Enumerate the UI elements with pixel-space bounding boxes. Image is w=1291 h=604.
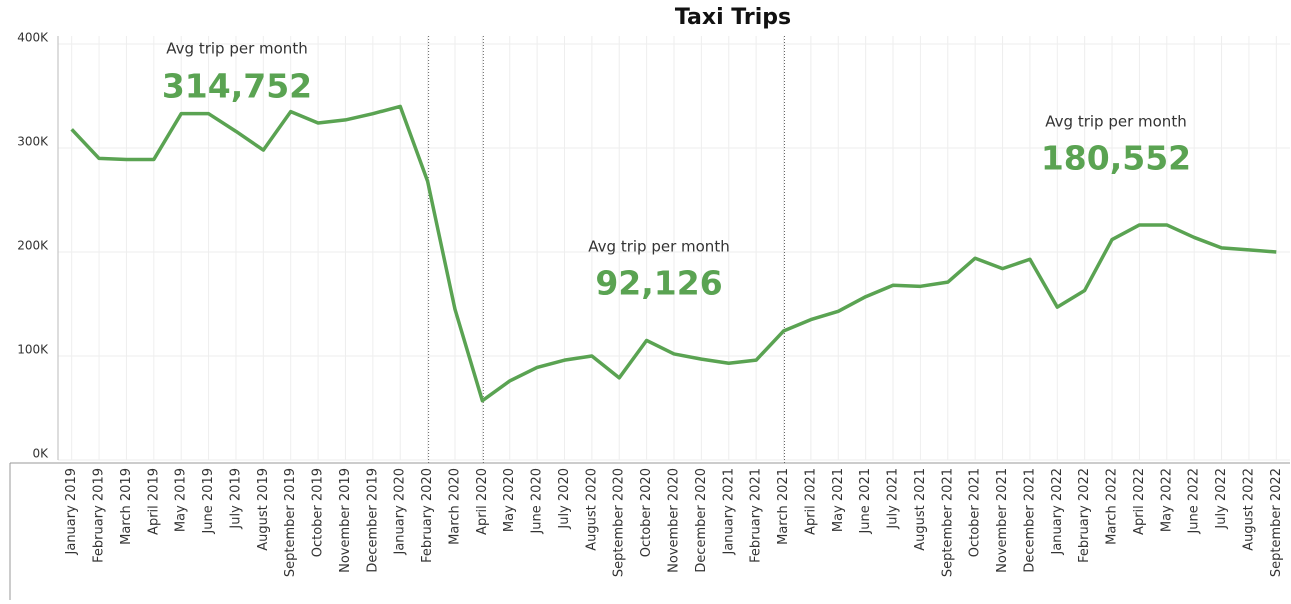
x-tick-label: May 2022 — [1159, 468, 1174, 532]
x-tick-label: June 2021 — [858, 468, 873, 535]
x-tick-label: October 2019 — [311, 468, 326, 557]
x-tick-label: March 2021 — [776, 468, 791, 545]
x-tick-label: January 2021 — [721, 468, 736, 556]
x-tick-label: April 2022 — [1132, 468, 1147, 535]
chart-title: Taxi Trips — [675, 5, 791, 30]
x-tick-label: February 2019 — [92, 468, 107, 563]
x-tick-label: June 2019 — [201, 468, 216, 535]
x-tick-label: April 2020 — [475, 468, 490, 535]
x-tick-label: April 2019 — [146, 468, 161, 535]
x-tick-label: June 2022 — [1187, 468, 1202, 535]
x-tick-label: May 2020 — [502, 468, 517, 532]
annotation-value: 92,126 — [595, 264, 722, 303]
annotation-caption: Avg trip per month — [166, 40, 307, 58]
y-tick-label: 0K — [32, 447, 49, 461]
x-tick-label: July 2021 — [886, 468, 901, 530]
x-tick-label: July 2020 — [557, 468, 572, 530]
x-tick-label: October 2020 — [639, 468, 654, 557]
annotation-value: 180,552 — [1041, 139, 1191, 178]
x-tick-label: July 2019 — [228, 468, 243, 530]
x-tick-label: April 2021 — [803, 468, 818, 535]
y-tick-label: 300K — [17, 135, 49, 149]
x-tick-label: August 2020 — [584, 468, 599, 551]
x-tick-label: February 2021 — [749, 468, 764, 563]
x-tick-label: August 2019 — [256, 468, 271, 551]
x-tick-label: January 2020 — [393, 468, 408, 556]
x-tick-label: December 2021 — [1022, 468, 1037, 573]
x-tick-label: November 2019 — [338, 468, 353, 573]
annotation-value: 314,752 — [162, 67, 312, 106]
x-tick-label: September 2021 — [940, 468, 955, 577]
x-tick-label: September 2019 — [283, 468, 298, 577]
x-tick-label: March 2019 — [119, 468, 134, 545]
x-tick-label: June 2020 — [530, 468, 545, 535]
x-tick-label: February 2022 — [1077, 468, 1092, 563]
x-tick-label: August 2021 — [913, 468, 928, 551]
x-tick-label: January 2022 — [1050, 468, 1065, 556]
x-tick-label: May 2021 — [831, 468, 846, 532]
annotation-caption: Avg trip per month — [1045, 113, 1186, 131]
y-tick-label: 100K — [17, 343, 49, 357]
x-tick-label: December 2020 — [694, 468, 709, 573]
x-tick-label: July 2022 — [1214, 468, 1229, 530]
x-tick-label: November 2021 — [995, 468, 1010, 573]
annotation-caption: Avg trip per month — [588, 238, 729, 256]
x-tick-label: March 2020 — [447, 468, 462, 545]
x-tick-label: February 2020 — [420, 468, 435, 563]
x-tick-label: October 2021 — [968, 468, 983, 557]
x-tick-label: August 2022 — [1241, 468, 1256, 551]
x-tick-label: September 2022 — [1269, 468, 1284, 577]
data-line — [70, 104, 1277, 403]
y-tick-label: 200K — [17, 239, 49, 253]
x-tick-label: May 2019 — [174, 468, 189, 532]
x-tick-label: November 2020 — [667, 468, 682, 573]
x-tick-label: September 2020 — [612, 468, 627, 577]
x-tick-label: March 2022 — [1105, 468, 1120, 545]
y-tick-label: 400K — [17, 31, 49, 45]
x-tick-label: January 2019 — [64, 468, 79, 556]
x-tick-label: December 2019 — [365, 468, 380, 573]
